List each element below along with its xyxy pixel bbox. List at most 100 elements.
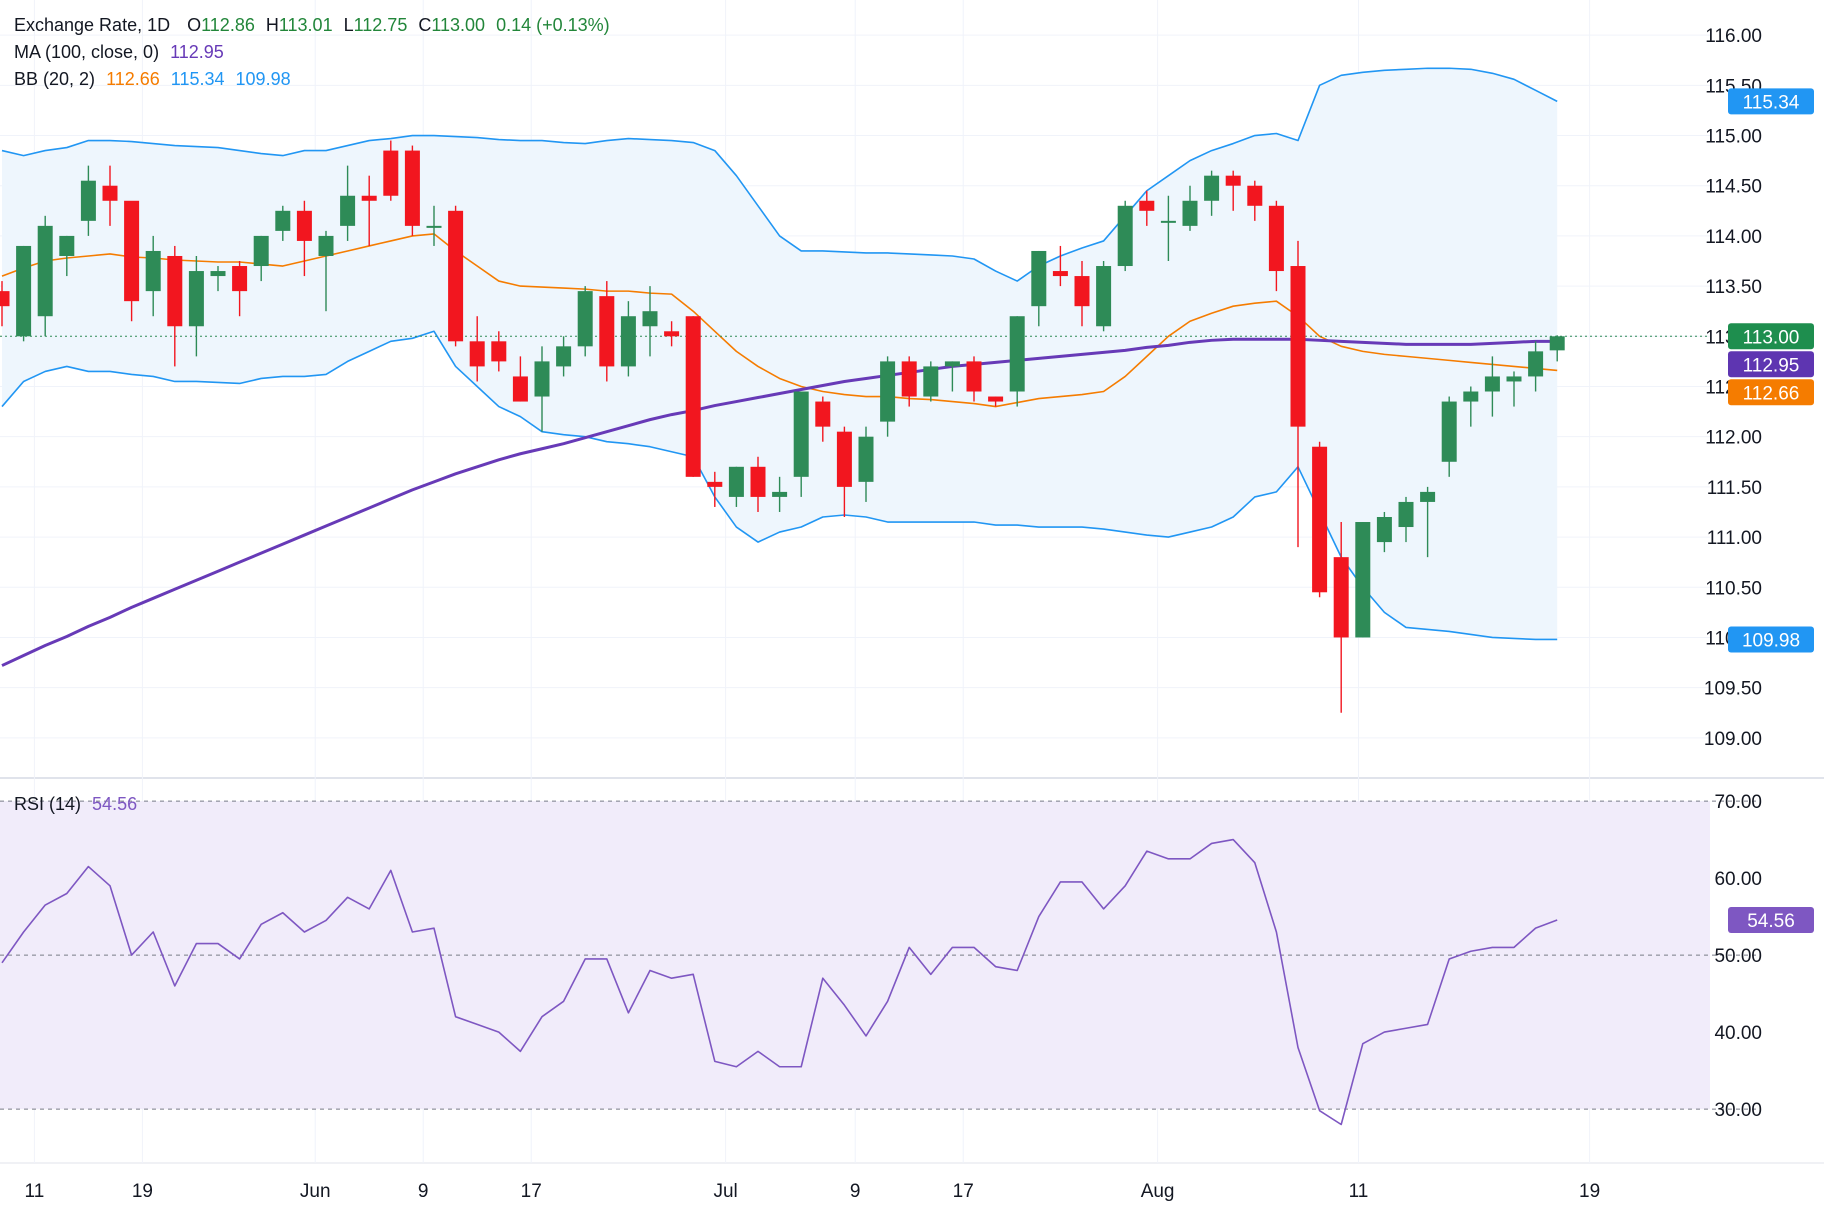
time-tick-label: Jul xyxy=(713,1181,737,1202)
candle-body xyxy=(318,235,334,256)
candle xyxy=(167,245,183,367)
candle-body xyxy=(1549,336,1565,351)
time-tick-label: Jun xyxy=(300,1181,331,1202)
candle-body xyxy=(750,466,766,497)
rsi-value-tag: 54.56 xyxy=(1728,906,1814,933)
low-value: 112.75 xyxy=(353,15,408,35)
candle xyxy=(318,230,334,312)
price-tick-label: 114.50 xyxy=(1705,177,1762,198)
candle xyxy=(836,426,852,517)
change-value: 0.14 (+0.13%) xyxy=(496,15,610,35)
candle-body xyxy=(620,316,636,367)
candle-body xyxy=(512,376,528,402)
price-tick-label: 110.50 xyxy=(1705,578,1762,599)
candle-body xyxy=(232,266,248,292)
candle xyxy=(145,235,161,317)
candle xyxy=(253,235,269,282)
candle xyxy=(1160,195,1176,262)
candle-body xyxy=(815,401,831,427)
bb-basis-value: 112.66 xyxy=(106,69,160,89)
candle-body xyxy=(1031,250,1047,307)
price-tick-label: 111.50 xyxy=(1707,478,1762,499)
price-legend: Exchange Rate, 1D O112.86 H113.01 L112.7… xyxy=(14,14,616,36)
high-label: H xyxy=(265,15,279,35)
current-price-tag: 113.00 xyxy=(1728,323,1814,350)
price-tick-label: 111.00 xyxy=(1707,528,1762,549)
candle xyxy=(340,165,356,241)
candle-body xyxy=(1139,200,1155,211)
bollinger-upper-line xyxy=(1,67,1558,282)
candle-body xyxy=(836,431,852,487)
candle-body xyxy=(145,250,161,292)
time-tick-label: Aug xyxy=(1141,1181,1175,1202)
candle xyxy=(1333,522,1349,713)
candle xyxy=(944,361,960,392)
candle xyxy=(102,165,118,226)
candle xyxy=(1420,486,1436,558)
ma-value: 112.95 xyxy=(170,42,224,62)
high-value: 113.01 xyxy=(278,15,333,35)
candle-body xyxy=(728,466,744,497)
candle xyxy=(1549,335,1565,362)
candle-body xyxy=(1204,175,1220,201)
candle xyxy=(642,286,658,357)
time-tick-label: 9 xyxy=(418,1181,429,1202)
candle-body xyxy=(1420,491,1436,502)
candle xyxy=(1204,170,1220,216)
bb-upper-tag: 115.34 xyxy=(1728,88,1814,115)
price-tick-label: 112.00 xyxy=(1705,428,1762,449)
candle xyxy=(685,316,701,477)
candle-body xyxy=(1441,401,1457,462)
candle xyxy=(664,321,680,347)
price-tick-label: 114.00 xyxy=(1705,227,1762,248)
candle xyxy=(1009,316,1025,407)
candle-body xyxy=(426,225,442,228)
time-tick-label: 9 xyxy=(850,1181,861,1202)
candle-body xyxy=(1268,205,1284,272)
bb-lower-value: 109.98 xyxy=(235,69,291,89)
close-label: C xyxy=(418,15,432,35)
candle xyxy=(707,471,723,507)
price-tag-text: 112.66 xyxy=(1743,383,1800,404)
ma-label: MA (100, close, 0) xyxy=(14,42,160,62)
candle-body xyxy=(383,150,399,196)
candle xyxy=(1074,261,1090,327)
candle xyxy=(1225,170,1241,211)
bb-basis-tag: 112.66 xyxy=(1728,379,1814,406)
candle xyxy=(1268,200,1284,292)
rsi-tick-label: 60.00 xyxy=(1714,869,1762,890)
candle-body xyxy=(1074,276,1090,307)
candle-body xyxy=(102,185,118,201)
open-label: O xyxy=(187,15,202,35)
price-tick-label: 109.00 xyxy=(1704,729,1762,750)
open-value: 112.86 xyxy=(201,15,255,35)
candle xyxy=(0,281,10,327)
bb-label: BB (20, 2) xyxy=(14,69,96,89)
candle-body xyxy=(59,235,75,256)
rsi-tag-bg xyxy=(1728,906,1814,933)
candle-body xyxy=(1247,185,1263,206)
time-tick-label: 19 xyxy=(132,1181,153,1202)
rsi-tag-text: 54.56 xyxy=(1747,911,1795,932)
time-tick-label: 19 xyxy=(1579,1181,1600,1202)
candle xyxy=(1484,356,1500,417)
candle-body xyxy=(361,195,377,201)
candles xyxy=(0,140,1565,713)
candle-body xyxy=(1182,200,1198,226)
candle-body xyxy=(944,361,960,367)
candle-body xyxy=(188,271,204,327)
candle-body xyxy=(1376,516,1392,543)
candle xyxy=(210,266,226,292)
price-axis: 109.00109.50110.00110.50111.00111.50112.… xyxy=(1704,26,1814,750)
candle-body xyxy=(793,391,809,477)
time-tick-label: 17 xyxy=(521,1181,542,1202)
rsi-legend: RSI (14) 54.56 xyxy=(14,793,143,815)
candle xyxy=(491,331,507,372)
candle xyxy=(923,361,939,402)
price-tag-text: 109.98 xyxy=(1742,630,1800,651)
candle-body xyxy=(253,235,269,267)
candle-body xyxy=(1009,316,1025,392)
candle xyxy=(1506,371,1522,407)
candle-body xyxy=(275,210,291,231)
rsi-label: RSI (14) xyxy=(14,794,82,814)
